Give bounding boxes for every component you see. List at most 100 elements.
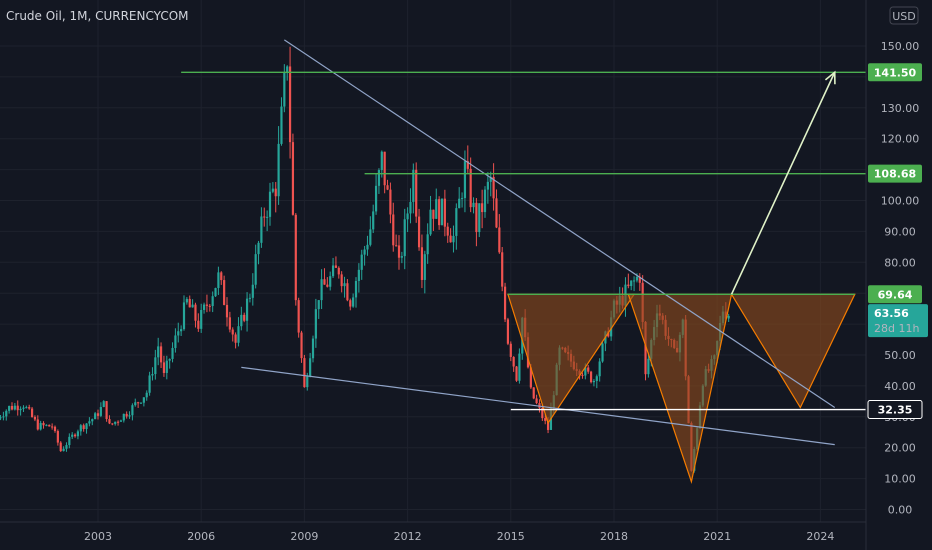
candle-body <box>171 347 174 359</box>
candle-body <box>638 276 641 283</box>
candle-body <box>202 304 206 310</box>
candle-body <box>294 214 297 301</box>
candle-body <box>309 358 312 377</box>
candle-body <box>360 254 363 270</box>
trend-line <box>284 39 836 409</box>
y-tick-label: 10.00 <box>884 473 916 486</box>
candle-body <box>372 211 375 230</box>
candle-body <box>260 216 263 243</box>
candle-body <box>148 375 151 393</box>
candle-body <box>329 276 332 287</box>
level-price-tag <box>867 400 923 420</box>
y-tick-label: 150.00 <box>881 40 920 53</box>
candle-body <box>10 405 14 410</box>
candle-body <box>177 331 180 336</box>
currency-label: USD <box>892 10 916 23</box>
candle-body <box>460 198 464 200</box>
candle-body <box>248 297 252 299</box>
candle-body <box>343 283 346 287</box>
candle-body <box>314 309 317 339</box>
x-tick-label: 2024 <box>806 530 834 543</box>
candle-body <box>151 374 154 376</box>
candle-body <box>435 199 438 219</box>
current-price-label: 63.56 <box>874 307 909 320</box>
candle-body <box>632 280 636 282</box>
candle-body <box>320 279 323 301</box>
candle-body <box>59 442 62 452</box>
candle-body <box>194 304 197 321</box>
x-tick-label: 2015 <box>497 530 525 543</box>
candle-body <box>306 376 309 388</box>
candle-body <box>111 423 114 425</box>
candle-body <box>263 216 266 218</box>
candle-body <box>337 267 340 275</box>
candle-body <box>271 188 274 192</box>
candle-body <box>538 403 541 408</box>
currency-button-frame <box>889 6 919 25</box>
candle-body <box>412 169 415 202</box>
candle-body <box>125 413 128 417</box>
candle-body <box>114 421 117 424</box>
x-tick-label: 2021 <box>703 530 731 543</box>
candle-body <box>349 300 352 307</box>
currency-button[interactable]: USD <box>889 6 919 25</box>
candle-body <box>395 245 398 247</box>
time-axis[interactable]: 2003 2006 2009 2012 2015 2018 2021 2024 <box>84 530 834 543</box>
candle-body <box>231 329 234 335</box>
candle-body <box>352 297 355 307</box>
candle-body <box>303 358 306 388</box>
candle-body <box>234 334 237 343</box>
candle-body <box>466 161 469 169</box>
candle-body <box>377 170 381 186</box>
candle-body <box>82 425 85 430</box>
candle-body <box>99 407 102 416</box>
candle-body <box>334 265 338 268</box>
candle-body <box>251 284 254 298</box>
candle-body <box>546 420 550 430</box>
level-price-label: 108.68 <box>874 168 916 181</box>
candle-body <box>443 198 446 227</box>
candle-body <box>483 189 487 213</box>
candle-body <box>635 276 639 281</box>
candle-body <box>159 346 163 363</box>
current-price-tag <box>868 304 928 338</box>
trend-line <box>241 366 835 446</box>
level-price-tag <box>868 164 922 183</box>
candle-body <box>506 319 510 344</box>
y-tick-label: 80.00 <box>884 256 916 269</box>
candle-body <box>532 387 535 399</box>
candle-body <box>503 286 507 320</box>
candle-body <box>598 361 601 377</box>
trend-lines <box>241 39 836 446</box>
candle-body <box>22 407 25 409</box>
candle-body <box>369 229 372 245</box>
candle-body <box>73 434 77 437</box>
candle-body <box>96 413 100 416</box>
level-price-label: 141.50 <box>874 66 917 79</box>
candle-body <box>137 402 140 404</box>
candle-body <box>108 419 111 424</box>
candle-body <box>363 249 366 255</box>
candle-body <box>627 284 630 287</box>
candle-body <box>174 335 177 348</box>
price-tags: 141.50 108.68 69.64 32.35 63.56 28d 11h <box>867 63 928 420</box>
candle-body <box>535 398 538 404</box>
candle-body <box>71 434 74 437</box>
candle-body <box>116 421 120 423</box>
candle-body <box>274 188 277 197</box>
y-tick-label: 20.00 <box>884 442 916 455</box>
candle-body <box>28 407 31 409</box>
candle-body <box>584 367 587 376</box>
candle-body <box>240 314 243 327</box>
candle-body <box>630 280 633 287</box>
candle-body <box>139 402 143 404</box>
candle-body <box>300 332 303 359</box>
candle-body <box>56 431 59 443</box>
candle-body <box>518 353 521 381</box>
candle-body <box>2 416 5 418</box>
candle-body <box>486 181 489 190</box>
candle-body <box>76 431 80 437</box>
candle-body <box>228 317 231 330</box>
